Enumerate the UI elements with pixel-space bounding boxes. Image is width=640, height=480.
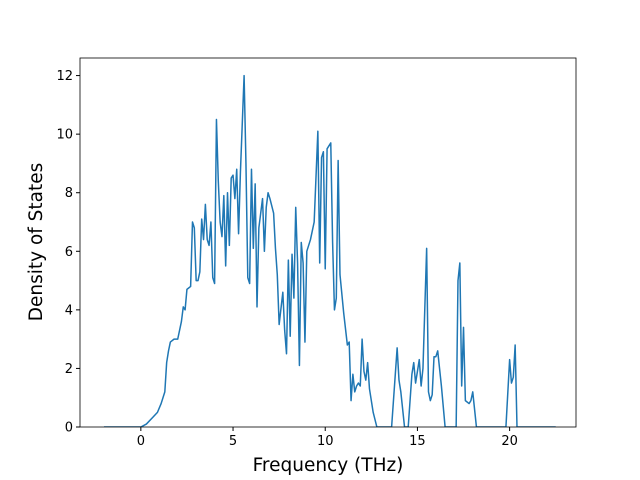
y-tick-label: 8: [65, 186, 73, 201]
x-tick-label: 10: [317, 434, 334, 449]
y-tick-label: 10: [56, 128, 73, 143]
y-tick-label: 0: [65, 421, 73, 436]
x-axis-label: Frequency (THz): [253, 455, 404, 476]
y-tick-label: 4: [65, 303, 73, 318]
line-series: [103, 74, 556, 427]
y-tick-label: 6: [65, 245, 73, 260]
x-tick-label: 15: [409, 434, 426, 449]
y-tick-label: 2: [65, 362, 73, 377]
x-tick-label: 5: [229, 434, 237, 449]
y-tick-label: 12: [56, 69, 73, 84]
x-tick-label: 0: [137, 434, 145, 449]
y-axis-label: Density of States: [26, 163, 47, 322]
x-tick-label: 20: [501, 434, 518, 449]
plot-frame: [79, 57, 577, 428]
